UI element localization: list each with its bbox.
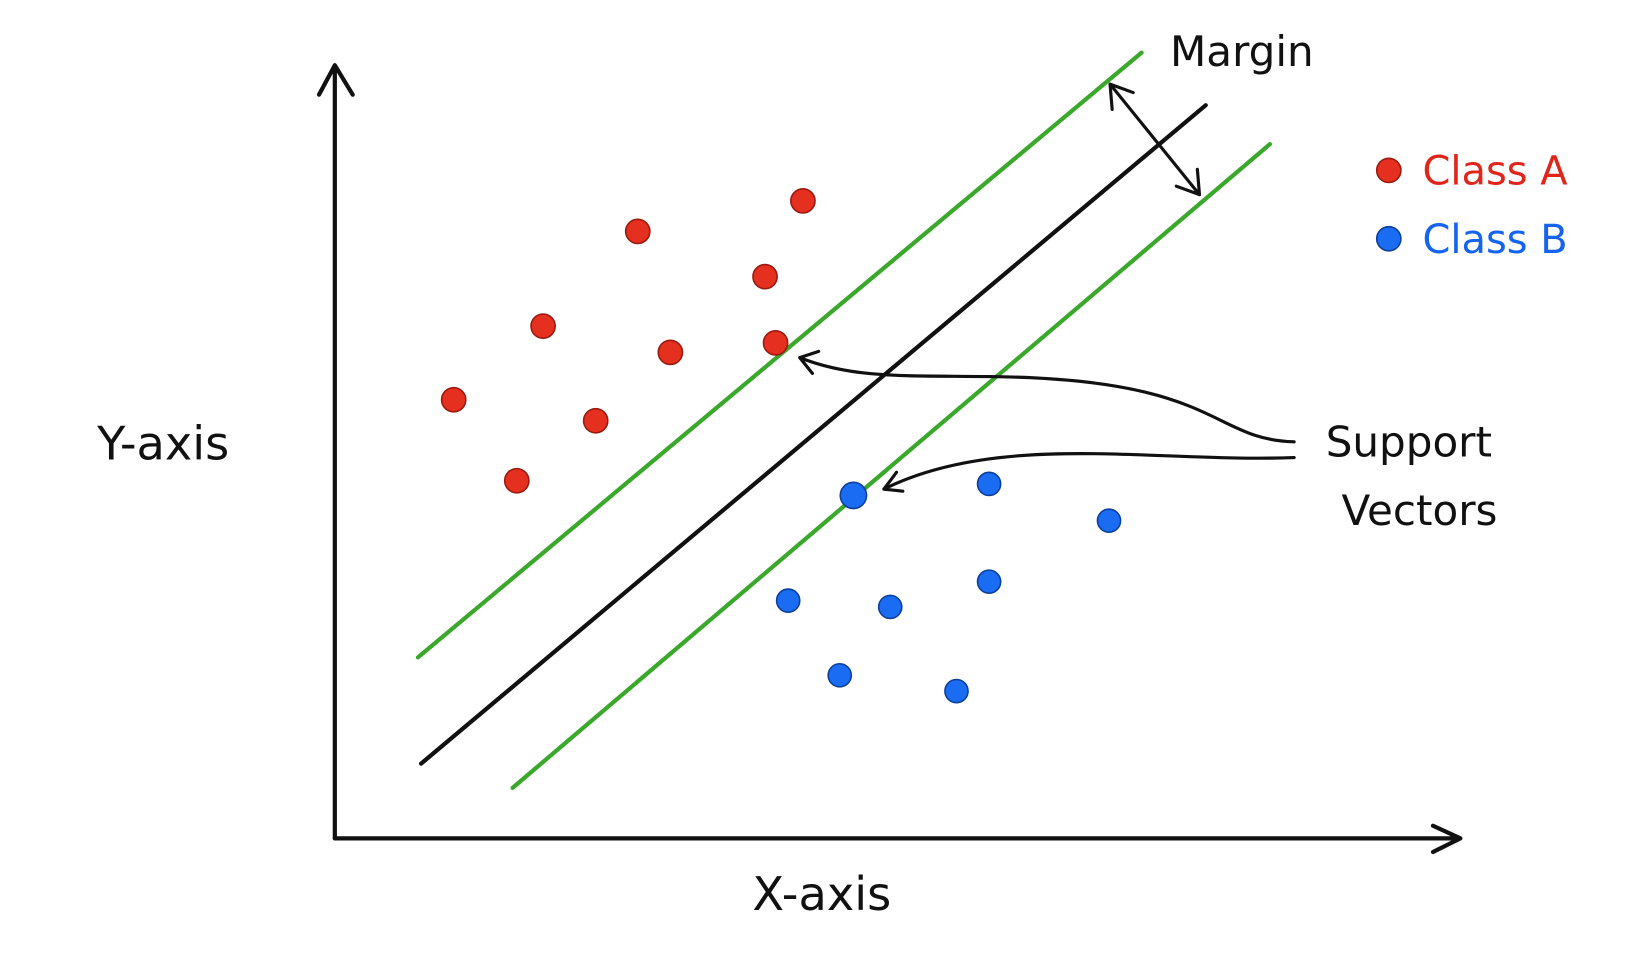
point	[530, 313, 556, 339]
margin-line-lower	[510, 142, 1273, 790]
point	[657, 339, 684, 366]
margin-label: Margin	[1170, 27, 1314, 76]
point	[503, 467, 530, 494]
point	[582, 407, 609, 434]
support-vector	[839, 481, 868, 510]
class-a-points	[440, 188, 816, 494]
x-axis	[332, 823, 1463, 855]
vectors-label: Vectors	[1341, 486, 1497, 535]
y-axis-label: Y-axis	[96, 417, 229, 471]
point	[440, 386, 467, 413]
support-label: Support	[1326, 417, 1492, 466]
point	[790, 188, 816, 214]
point	[877, 594, 903, 620]
legend-marker	[1375, 157, 1402, 184]
point	[944, 678, 969, 704]
point	[976, 569, 1002, 595]
point	[624, 218, 651, 245]
class-b-points	[775, 471, 1122, 704]
x-axis-label: X-axis	[752, 867, 891, 921]
hyperplane	[418, 103, 1208, 766]
point	[775, 588, 801, 613]
support-vector	[762, 330, 789, 356]
point	[827, 662, 853, 688]
point	[1096, 508, 1122, 534]
support-arrow-a	[798, 349, 1296, 444]
point	[752, 263, 778, 290]
axes	[316, 63, 1463, 855]
legend: Class A Class B	[1375, 149, 1568, 263]
support-arrow-b	[882, 452, 1296, 493]
legend-marker	[1375, 225, 1402, 252]
point	[976, 471, 1002, 497]
legend-label: Class A	[1422, 149, 1568, 195]
margin-arrow	[1108, 82, 1202, 197]
y-axis	[316, 63, 355, 841]
legend-label: Class B	[1422, 217, 1567, 263]
